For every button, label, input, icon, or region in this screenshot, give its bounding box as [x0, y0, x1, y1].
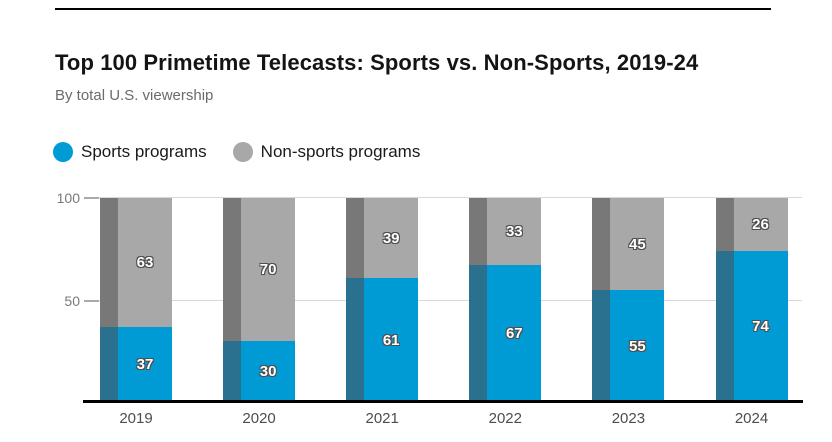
bar-shade-column-2021 — [346, 198, 365, 402]
nonsports-shade-segment-2020 — [223, 198, 242, 341]
sports-shade-segment-2021 — [346, 278, 365, 402]
sports-segment-2021: 61 — [364, 278, 419, 402]
sports-segment-2020: 30 — [241, 341, 296, 402]
nonsports-segment-2019: 63 — [118, 198, 172, 327]
nonsports-shade-segment-2022 — [469, 198, 488, 265]
ytick-label-100: 100 — [56, 190, 80, 206]
bar-group-2021: 39 61 — [346, 198, 419, 402]
sports-value-label-2019: 37 — [136, 356, 154, 373]
sports-shade-segment-2020 — [223, 341, 242, 402]
bar-shade-column-2019 — [100, 198, 118, 402]
nonsports-segment-2023: 45 — [610, 198, 665, 290]
sports-legend-dot-icon — [53, 142, 73, 162]
nonsports-segment-2022: 33 — [487, 198, 542, 265]
legend-label-sports: Sports programs — [81, 142, 207, 161]
xtick-label-2022: 2022 — [488, 410, 522, 427]
sports-segment-2023: 55 — [610, 290, 665, 402]
bar-group-2020: 70 30 — [223, 198, 296, 402]
bar-shade-column-2020 — [223, 198, 242, 402]
sports-value-label-2023: 55 — [629, 337, 646, 355]
ytick-mark-100 — [84, 197, 99, 199]
xtick-label-2021: 2021 — [365, 410, 399, 427]
plot-area: 63 37 70 30 39 61 33 67 45 55 26 74 — [84, 198, 802, 402]
sports-segment-2024: 74 — [733, 251, 788, 402]
nonsports-shade-segment-2024 — [715, 198, 734, 251]
ytick-mark-50 — [84, 300, 99, 302]
nonsports-segment-2021: 39 — [364, 198, 419, 278]
chart-subtitle: By total U.S. viewership — [55, 87, 214, 104]
sports-value-label-2024: 74 — [752, 318, 769, 335]
nonsports-value-label-2024: 26 — [752, 216, 769, 233]
xtick-label-2024: 2024 — [734, 410, 769, 427]
bar-shade-column-2022 — [469, 198, 488, 402]
top-divider-rule — [55, 8, 771, 10]
bar-group-2024: 26 74 — [715, 198, 788, 402]
bar-main-column-2022: 33 67 — [487, 198, 542, 402]
bar-group-2019: 63 37 — [100, 198, 172, 402]
sports-shade-segment-2019 — [100, 327, 118, 402]
legend-label-nonsports: Non-sports programs — [260, 142, 421, 161]
nonsports-value-label-2022: 33 — [505, 223, 523, 240]
legend: Sports programs Non-sports programs — [53, 142, 420, 162]
bar-shade-column-2023 — [592, 198, 611, 402]
xtick-label-2020: 2020 — [242, 410, 276, 427]
bar-main-column-2020: 70 30 — [241, 198, 296, 402]
xtick-label-2023: 2023 — [611, 410, 646, 427]
sports-value-label-2021: 61 — [382, 331, 400, 349]
nonsports-legend-dot-icon — [232, 142, 253, 162]
sports-shade-segment-2024 — [715, 251, 734, 402]
chart-title: Top 100 Primetime Telecasts: Sports vs. … — [55, 50, 699, 75]
bar-main-column-2024: 26 74 — [733, 198, 788, 402]
sports-value-label-2022: 67 — [505, 325, 523, 342]
sports-shade-segment-2022 — [469, 265, 488, 402]
nonsports-value-label-2019: 63 — [136, 254, 154, 271]
nonsports-value-label-2020: 70 — [259, 261, 277, 278]
nonsports-shade-segment-2019 — [100, 198, 118, 327]
nonsports-value-label-2021: 39 — [382, 229, 400, 247]
sports-value-label-2020: 30 — [259, 363, 277, 380]
ytick-label-50: 50 — [64, 293, 80, 309]
gridline-50 — [84, 300, 802, 301]
bar-shade-column-2024 — [715, 198, 734, 402]
xtick-label-2019: 2019 — [119, 410, 153, 427]
nonsports-segment-2020: 70 — [241, 198, 296, 341]
sports-segment-2019: 37 — [118, 327, 172, 402]
bar-main-column-2019: 63 37 — [118, 198, 172, 402]
bar-group-2023: 45 55 — [592, 198, 665, 402]
legend-item-nonsports: Non-sports programs — [232, 142, 421, 162]
nonsports-shade-segment-2021 — [346, 198, 365, 278]
sports-segment-2022: 67 — [487, 265, 542, 402]
sports-shade-segment-2023 — [592, 290, 611, 402]
nonsports-shade-segment-2023 — [592, 198, 611, 290]
bar-group-2022: 33 67 — [469, 198, 542, 402]
gridline-100 — [84, 197, 802, 198]
bar-main-column-2023: 45 55 — [610, 198, 665, 402]
nonsports-value-label-2023: 45 — [629, 235, 646, 253]
bar-main-column-2021: 39 61 — [364, 198, 419, 402]
legend-item-sports: Sports programs — [53, 142, 207, 162]
x-axis-baseline — [83, 400, 803, 403]
nonsports-segment-2024: 26 — [733, 198, 788, 251]
